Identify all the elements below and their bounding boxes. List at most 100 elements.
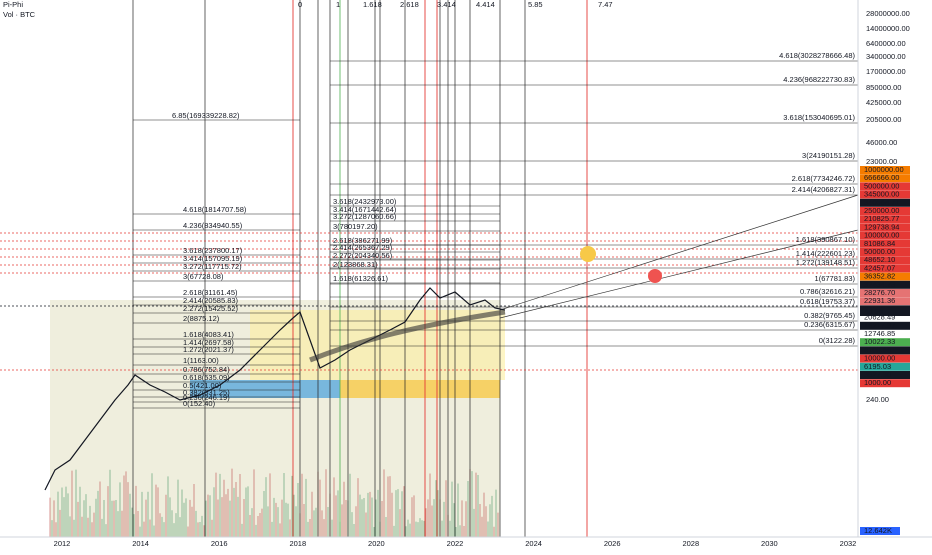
symbol: Pi-Phi — [3, 0, 23, 9]
y-axis-label: 3400000.00 — [866, 52, 906, 61]
fib-label-left: 2(8875.12) — [183, 314, 220, 323]
fib-label-right: 0(3122.28) — [819, 336, 856, 345]
price-tag-label: 3827.30 — [864, 370, 891, 379]
fib-label-left: 0.236(246.19) — [183, 393, 230, 402]
fib-label-right: 3(24190151.28) — [802, 151, 855, 160]
fib-label-left: 4.236(834940.55) — [183, 221, 243, 230]
price-tag-label: 345000.00 — [864, 190, 899, 199]
price-tag — [860, 330, 910, 338]
fib-label-right: 2.414(4206827.31) — [792, 185, 856, 194]
price-tag-label: 1000.00 — [864, 378, 891, 387]
volume-tag-label: 12.642K — [864, 526, 892, 535]
price-tag-label: 16217.37 — [864, 321, 895, 330]
fib-label-mid: 2.618(386271.99) — [333, 236, 393, 245]
fib-label-right: 1.618(390867.10) — [796, 235, 856, 244]
top-label: 5.85 — [528, 0, 543, 9]
price-tag-label: 20628.49 — [864, 313, 895, 322]
price-tag-label: 250000.00 — [864, 206, 899, 215]
fib-label-left: 4.618(1814707.58) — [183, 205, 247, 214]
fib-label-right: 1(67781.83) — [815, 274, 856, 283]
fib-label-left: 3.618(237800.17) — [183, 246, 243, 255]
price-tag — [860, 321, 910, 330]
fib-label-right: 4.618(3028278666.48) — [779, 51, 855, 60]
price-tag — [860, 215, 910, 224]
price-tag-label: 129738.94 — [864, 222, 899, 231]
fib-label-right: 1.414(222601.23) — [796, 249, 856, 258]
price-tag — [860, 231, 910, 240]
emoji — [648, 269, 662, 283]
y-axis-label: 23000.00 — [866, 157, 897, 166]
price-tag-label: 340564.71 — [864, 198, 899, 207]
fib-label-left: 0.382(331.25) — [183, 388, 230, 397]
x-axis-label: 2028 — [682, 539, 699, 548]
volume-tag — [860, 527, 900, 535]
price-tag — [860, 354, 910, 363]
countdown: 4d 9h — [864, 307, 883, 316]
x-axis-label: 2016 — [211, 539, 228, 548]
price-tag — [860, 379, 910, 388]
countdown-tag — [860, 308, 910, 316]
fib-label-mid: 3.618(2432973.00) — [333, 197, 397, 206]
price-tag-label: 10000.00 — [864, 354, 895, 363]
x-axis-label: 2030 — [761, 539, 778, 548]
trend-line — [499, 229, 859, 319]
price-tag-label: 666666.00 — [864, 173, 899, 182]
price-line — [44, 287, 506, 491]
price-tag — [860, 362, 910, 371]
price-tag-label: 100000.00 — [864, 231, 899, 240]
top-label: 1.618 — [363, 0, 382, 9]
fib-label-left: 1.618(4083.41) — [183, 330, 234, 339]
fib-label-right: 2.618(7734246.72) — [792, 174, 856, 183]
top-label: 3.414 — [437, 0, 456, 9]
price-tag-label: 36352.82 — [864, 272, 895, 281]
fib-label-left: 0.5(421.00) — [183, 381, 222, 390]
fib-label-left: 3(67728.08) — [183, 272, 224, 281]
price-tag — [860, 207, 910, 215]
price-tag — [860, 256, 910, 265]
fib-label-mid: 2.272(204340.56) — [333, 251, 393, 260]
fib-label-left: 3.414(157095.19) — [183, 254, 243, 263]
price-tag — [860, 338, 910, 347]
price-tag-label: 12746.85 — [864, 329, 895, 338]
fib-label-mid: 2.414(265367.29) — [333, 243, 393, 252]
price-tag — [860, 239, 910, 248]
price-tag — [860, 190, 910, 199]
top-label: 2.618 — [400, 0, 419, 9]
fib-label-left: 6.85(169339228.82) — [172, 111, 240, 120]
price-tag-label: 22931.36 — [864, 296, 895, 305]
y-axis-label: 1700000.00 — [866, 67, 906, 76]
fib-label-mid: 3.414(1671442.64) — [333, 205, 397, 214]
fib-label-left: 0.618(535.09) — [183, 373, 230, 382]
indicator: Vol · BTC — [3, 10, 36, 19]
price-tag-label: 50000.00 — [864, 247, 895, 256]
fib-label-right: 3.618(153040695.01) — [783, 113, 855, 122]
y-axis-label: 6400000.00 — [866, 39, 906, 48]
price-tag — [860, 182, 910, 191]
price-tag — [860, 272, 910, 281]
price-tag-label: 6195.03 — [864, 362, 891, 371]
price-tag — [860, 346, 910, 355]
fib-label-mid: 2(123868.31) — [333, 260, 378, 269]
fib-label-right: 0.786(32616.21) — [800, 287, 856, 296]
price-tag-label: 210825.77 — [864, 214, 899, 223]
y-axis-label: 850000.00 — [866, 83, 901, 92]
fib-label-mid: 1.618(61326.61) — [333, 274, 389, 283]
fib-label-left: 1.414(2697.58) — [183, 338, 234, 347]
price-tag-label: 81086.84 — [864, 239, 895, 248]
price-tag — [860, 280, 910, 289]
emoji — [580, 246, 596, 262]
fib-label-right: 0.382(9765.45) — [804, 311, 855, 320]
y-axis-label: 240.00 — [866, 395, 889, 404]
top-label: 0 — [298, 0, 302, 9]
price-tag — [860, 264, 910, 273]
x-axis-label: 2022 — [447, 539, 464, 548]
zone-yellow — [340, 380, 500, 398]
fib-label-right: 1.272(139148.51) — [796, 258, 856, 267]
price-tag — [860, 174, 910, 183]
fib-label-right: 0.236(6315.67) — [804, 320, 855, 329]
fib-label-left: 2.272(15425.52) — [183, 304, 239, 313]
fib-label-left: 3.272(117715.72) — [183, 262, 242, 271]
price-tag-label: 1000000.00 — [864, 165, 904, 174]
y-axis-label: 46000.00 — [866, 138, 897, 147]
